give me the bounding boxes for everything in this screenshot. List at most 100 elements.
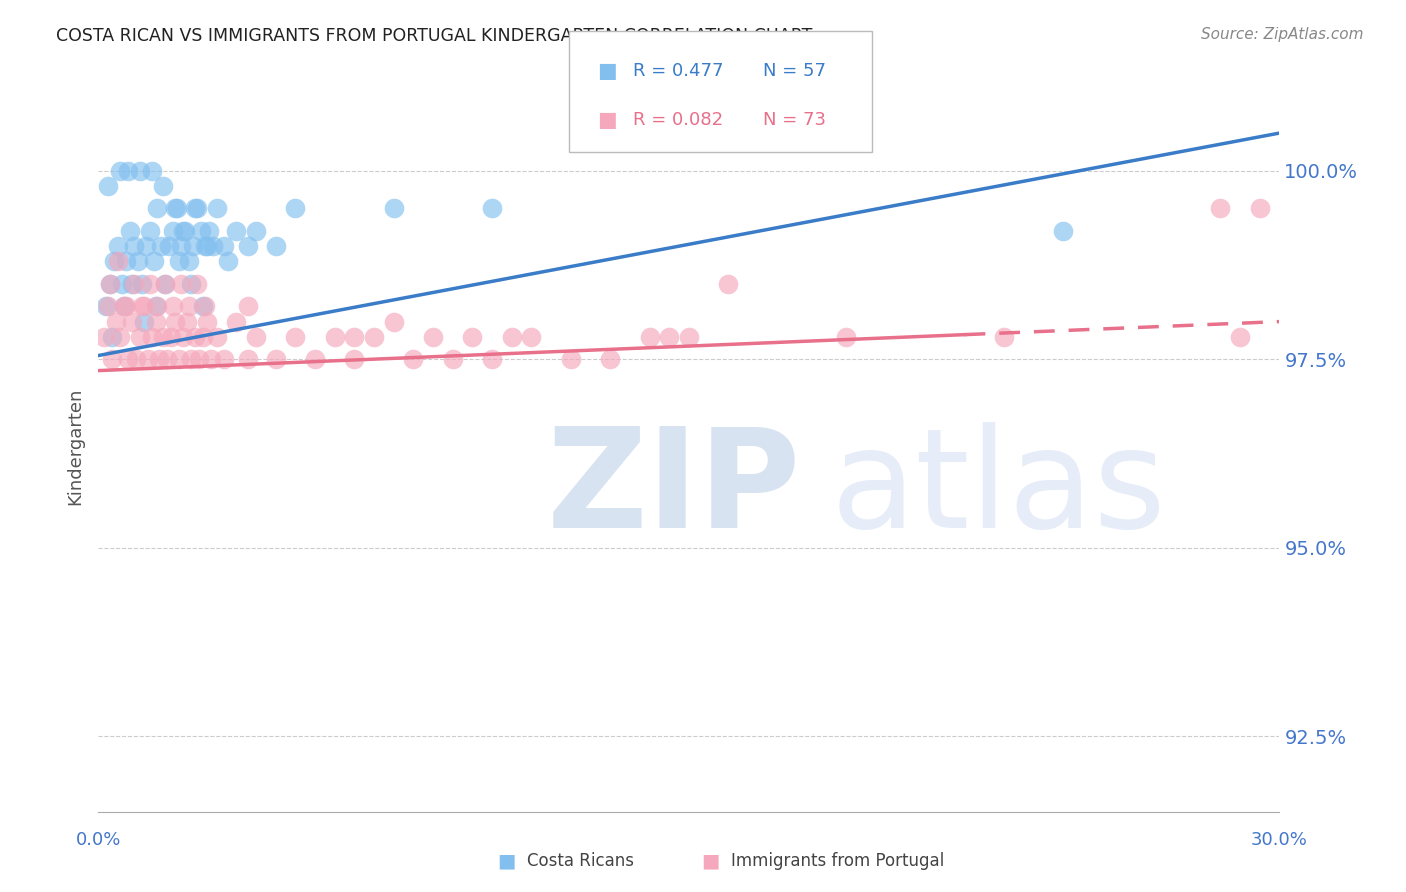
Point	[214, 352, 236, 367]
Point	[145, 315, 167, 329]
Point	[146, 300, 169, 314]
Point	[214, 239, 236, 253]
Point	[117, 163, 139, 178]
Point	[172, 329, 194, 343]
Point	[181, 239, 204, 253]
Point	[382, 315, 405, 329]
Point	[150, 239, 173, 253]
Point	[112, 300, 135, 314]
Point	[195, 315, 218, 329]
Point	[343, 329, 366, 343]
Text: ■: ■	[598, 111, 617, 130]
Point	[177, 300, 200, 314]
Point	[441, 352, 464, 367]
Text: ■: ■	[598, 62, 617, 81]
Point	[236, 300, 259, 314]
Point	[245, 224, 267, 238]
Text: 0.0%: 0.0%	[76, 830, 121, 848]
Point	[284, 329, 307, 343]
Y-axis label: Kindergarten: Kindergarten	[66, 387, 84, 505]
Point	[1209, 202, 1232, 216]
Point	[264, 352, 287, 367]
Point	[157, 239, 180, 253]
Point	[236, 239, 259, 253]
Point	[122, 277, 145, 291]
Point	[284, 202, 307, 216]
Point	[180, 277, 202, 291]
Point	[155, 277, 177, 291]
Point	[112, 300, 135, 314]
Text: atlas: atlas	[831, 423, 1167, 558]
Point	[125, 352, 148, 367]
Point	[481, 202, 503, 216]
Point	[170, 277, 193, 291]
Point	[201, 239, 224, 253]
Point	[115, 300, 138, 314]
Point	[422, 329, 444, 343]
Point	[191, 329, 214, 343]
Point	[382, 202, 405, 216]
Point	[97, 300, 120, 314]
Point	[145, 300, 167, 314]
Point	[343, 352, 366, 367]
Point	[205, 202, 228, 216]
Point	[167, 352, 190, 367]
Point	[638, 329, 661, 343]
Point	[131, 300, 153, 314]
Point	[835, 329, 858, 343]
Point	[264, 239, 287, 253]
Point	[481, 352, 503, 367]
Point	[101, 329, 124, 343]
Point	[138, 224, 160, 238]
Point	[402, 352, 425, 367]
Text: Costa Ricans: Costa Ricans	[527, 852, 634, 870]
Point	[162, 224, 184, 238]
Point	[194, 239, 217, 253]
Text: R = 0.477: R = 0.477	[633, 62, 723, 80]
Point	[148, 352, 170, 367]
Point	[138, 277, 160, 291]
Point	[135, 239, 157, 253]
Point	[599, 352, 621, 367]
Point	[658, 329, 681, 343]
Point	[194, 300, 217, 314]
Point	[186, 277, 208, 291]
Point	[98, 277, 121, 291]
Point	[105, 315, 128, 329]
Point	[176, 315, 198, 329]
Point	[200, 352, 222, 367]
Point	[205, 329, 228, 343]
Text: N = 57: N = 57	[763, 62, 827, 80]
Point	[225, 315, 247, 329]
Point	[117, 352, 139, 367]
Text: ■: ■	[700, 851, 720, 871]
Point	[245, 329, 267, 343]
Point	[184, 202, 207, 216]
Point	[363, 329, 385, 343]
Point	[98, 277, 121, 291]
Point	[184, 329, 207, 343]
Text: N = 73: N = 73	[763, 112, 827, 129]
Point	[136, 352, 159, 367]
Point	[146, 202, 169, 216]
Point	[93, 329, 115, 343]
Point	[96, 300, 118, 314]
Point	[111, 277, 134, 291]
Point	[152, 178, 174, 193]
Point	[101, 352, 124, 367]
Point	[187, 352, 209, 367]
Point	[170, 239, 193, 253]
Point	[678, 329, 700, 343]
Point	[142, 254, 165, 268]
Point	[141, 329, 163, 343]
Point	[560, 352, 582, 367]
Point	[141, 163, 163, 178]
Text: 30.0%: 30.0%	[1251, 830, 1308, 848]
Point	[160, 329, 183, 343]
Point	[108, 163, 131, 178]
Point	[122, 239, 145, 253]
Point	[197, 224, 219, 238]
Point	[1052, 224, 1074, 238]
Point	[155, 277, 177, 291]
Point	[180, 352, 202, 367]
